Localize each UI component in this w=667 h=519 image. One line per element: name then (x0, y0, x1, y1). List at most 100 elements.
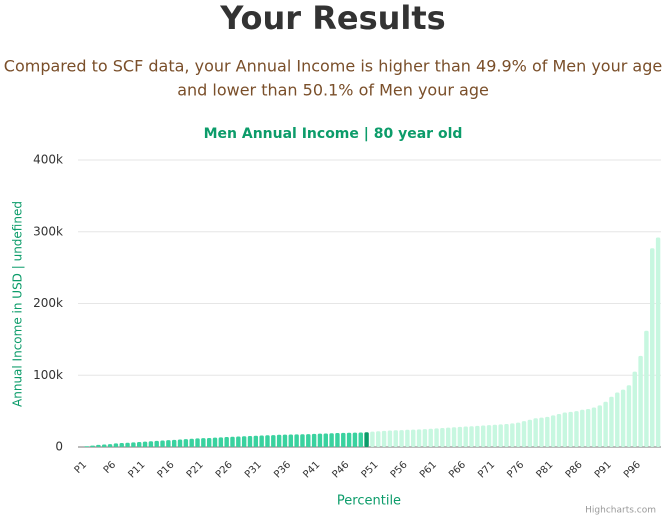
bar (201, 438, 206, 447)
bar (486, 425, 492, 447)
bar (597, 405, 603, 447)
x-axis-title: Percentile (337, 494, 401, 509)
bar (195, 438, 200, 447)
bar (171, 439, 177, 447)
bar (580, 409, 585, 447)
bar (428, 428, 433, 447)
bar (451, 427, 457, 447)
bar (271, 435, 276, 447)
x-tick-label: P86 (564, 459, 585, 480)
bar (393, 430, 398, 447)
x-tick-label: P26 (214, 459, 235, 480)
y-tick-label: 400k (33, 153, 63, 167)
y-axis-title: Annual Income in USD | undefined (11, 201, 25, 407)
x-tick-label: P16 (156, 459, 177, 480)
bar (615, 392, 620, 447)
bar (346, 432, 352, 447)
bar (119, 443, 124, 447)
bar (638, 355, 643, 447)
y-tick-label: 200k (33, 296, 63, 310)
bar (131, 442, 136, 447)
bar (311, 433, 317, 447)
bar (411, 429, 416, 447)
bar (562, 412, 568, 447)
bar (352, 432, 358, 447)
bar (650, 248, 655, 447)
bar (294, 434, 299, 447)
x-tick-label: P81 (535, 459, 556, 480)
bar (480, 425, 486, 447)
x-tick-label: P41 (301, 459, 322, 480)
bar (90, 445, 95, 447)
bar (317, 433, 323, 447)
bar (259, 435, 264, 447)
bar (329, 433, 334, 447)
bar (107, 444, 113, 447)
x-tick-label: P31 (243, 459, 264, 480)
bar (568, 411, 573, 447)
bar (148, 441, 154, 447)
bar (218, 437, 224, 447)
bar (306, 434, 311, 447)
bar (358, 432, 363, 447)
bar (498, 424, 503, 447)
bar (335, 433, 340, 447)
bar (609, 396, 614, 447)
credits[interactable]: Highcharts.com (585, 506, 656, 516)
x-tick-label: P36 (272, 459, 293, 480)
bar (457, 426, 463, 447)
bar (545, 416, 550, 447)
x-tick-label: P46 (330, 459, 351, 480)
bar (527, 419, 533, 447)
bar (405, 429, 410, 447)
bar (399, 430, 404, 447)
bar (492, 424, 498, 447)
bar (206, 437, 212, 447)
bar (189, 438, 194, 447)
y-tick-label: 100k (33, 368, 63, 382)
bar (655, 237, 661, 447)
x-tick-label: P61 (418, 459, 439, 480)
bar (113, 443, 119, 447)
x-tick-label: P91 (593, 459, 614, 480)
y-tick-label: 0 (55, 440, 63, 454)
bar (166, 440, 171, 447)
bar (160, 440, 165, 447)
subtitle: and lower than 50.1% of Men your age (177, 81, 489, 100)
bar (323, 433, 328, 447)
bar (416, 429, 422, 447)
bar (434, 428, 439, 447)
bar (230, 436, 235, 447)
bar (387, 430, 393, 447)
bar (463, 426, 468, 447)
bar (475, 425, 480, 447)
x-tick-label: P66 (447, 459, 468, 480)
bar (282, 434, 288, 447)
bar (585, 408, 591, 447)
bar (276, 434, 282, 447)
bar (515, 422, 521, 447)
bar (125, 442, 130, 447)
bar (603, 401, 608, 447)
bar (253, 435, 259, 447)
bar (376, 431, 381, 447)
x-tick-label: P56 (389, 459, 410, 480)
bar (440, 427, 445, 447)
x-tick-label: P96 (622, 459, 643, 480)
x-tick-label: P71 (476, 459, 497, 480)
bar (247, 436, 253, 447)
bar (626, 385, 632, 447)
bar (370, 431, 375, 447)
bar (381, 430, 387, 447)
bar (102, 444, 107, 447)
bar (136, 441, 142, 447)
bar (550, 415, 556, 447)
bar (341, 432, 346, 447)
chart-title: Men Annual Income | 80 year old (204, 126, 463, 142)
bar (504, 424, 509, 447)
bar (422, 429, 428, 447)
bar (521, 421, 527, 447)
x-tick-label: P1 (73, 459, 90, 476)
